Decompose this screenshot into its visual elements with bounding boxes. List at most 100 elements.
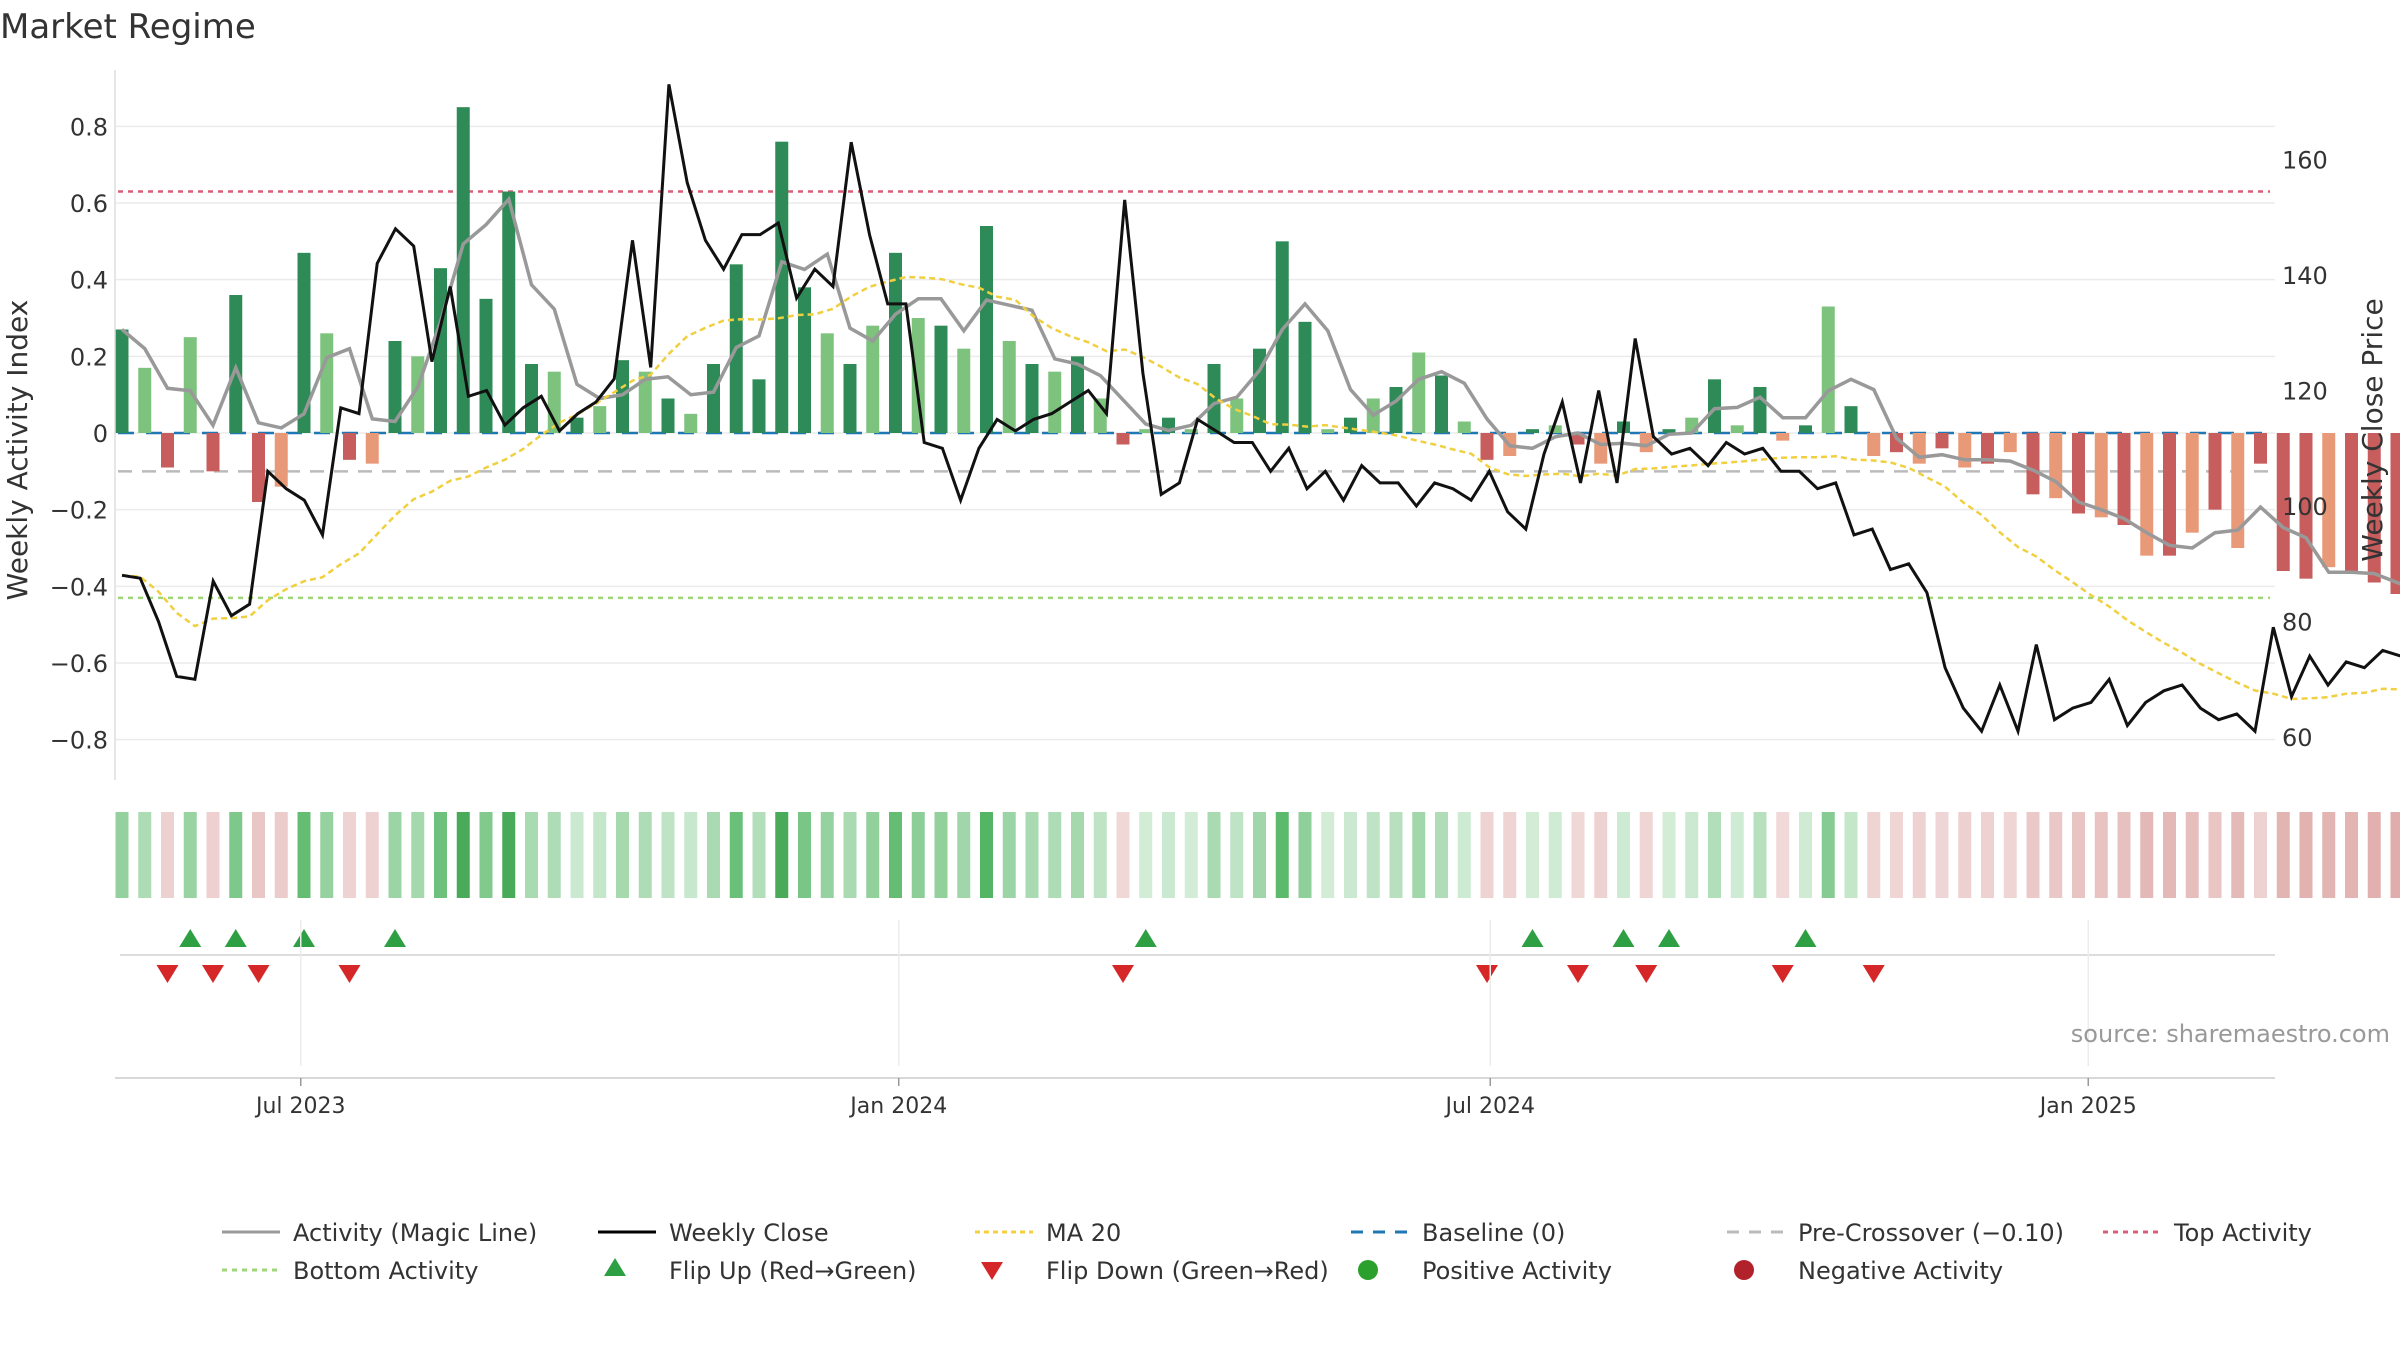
regime-cell [1435, 812, 1448, 898]
activity-bar [2026, 433, 2040, 495]
regime-cell [798, 812, 811, 898]
x-tick-label: Jan 2024 [848, 1094, 947, 1119]
y-axis-right: 160 140 120 100 80 60 [2282, 147, 2328, 753]
dot-icon [1734, 1260, 1754, 1280]
flip-down-marker [1635, 965, 1658, 983]
regime-cell [2231, 812, 2245, 898]
activity-bar [1048, 371, 1062, 433]
activity-bar [889, 252, 902, 433]
regime-cell [479, 812, 493, 898]
flip-up-marker [1521, 929, 1544, 947]
activity-bar [1799, 425, 1812, 433]
activity-bar [911, 318, 925, 433]
legend-item: Positive Activity [1358, 1257, 1612, 1285]
activity-bar [274, 433, 288, 487]
legend-item: Weekly Close [598, 1219, 829, 1247]
activity-bar [1708, 379, 1721, 433]
regime-cell [1093, 812, 1107, 898]
activity-bar [1002, 341, 1016, 433]
regime-cell [2345, 812, 2358, 898]
regime-cell [707, 812, 720, 898]
y-tick-label: −0.6 [50, 650, 108, 678]
legend-item: Negative Activity [1734, 1257, 2003, 1285]
activity-bar [2185, 433, 2199, 533]
flip-markers [120, 929, 2275, 983]
legend-item: Bottom Activity [222, 1257, 478, 1285]
activity-bar [2390, 433, 2400, 594]
activity-bar [1594, 433, 1608, 464]
activity-bar [2367, 433, 2381, 583]
activity-bar [775, 141, 789, 434]
activity-bar [320, 333, 334, 433]
regime-cell [2140, 812, 2154, 898]
regime-cell [365, 812, 379, 898]
regime-cell [229, 812, 243, 898]
legend-label: Pre-Crossover (−0.10) [1798, 1219, 2064, 1247]
activity-bar [2231, 433, 2245, 548]
ma20-line [121, 275, 2400, 701]
regime-cell [1025, 812, 1039, 898]
legend-label: Activity (Magic Line) [293, 1219, 537, 1247]
activity-bar [1935, 433, 1949, 449]
activity-bar [2254, 433, 2267, 464]
regime-cell [2390, 812, 2400, 898]
regime-cell [593, 812, 607, 898]
regime-cell [1048, 812, 1062, 898]
activity-bar [502, 191, 516, 433]
activity-bar [980, 226, 993, 433]
activity-bar [1844, 406, 1858, 433]
flip-up-marker [224, 929, 247, 947]
activity-bar [798, 287, 811, 433]
regime-cell [2072, 812, 2085, 898]
legend-item: Pre-Crossover (−0.10) [1727, 1219, 2064, 1247]
regime-cell [1685, 812, 1699, 898]
regime-cell [456, 812, 470, 898]
activity-bar [2208, 433, 2222, 510]
activity-bar [1958, 433, 1972, 468]
activity-bar [957, 348, 971, 433]
regime-cell [866, 812, 880, 898]
regime-cell [1776, 812, 1790, 898]
activity-bar [365, 433, 379, 464]
legend-item: Flip Down (Green→Red) [981, 1257, 1329, 1285]
activity-bar [138, 367, 152, 433]
activity-bar [1321, 429, 1335, 433]
y-tick-label: −0.2 [50, 497, 108, 525]
legend-label: Bottom Activity [293, 1257, 478, 1285]
y-tick-label: −0.4 [50, 573, 108, 601]
activity-bar [570, 417, 584, 433]
regime-cell [502, 812, 516, 898]
regime-cell [1321, 812, 1335, 898]
activity-bar [2117, 433, 2131, 525]
regime-cell [1890, 812, 1903, 898]
regime-cell [1253, 812, 1266, 898]
regime-cell [1753, 812, 1767, 898]
regime-cell [2026, 812, 2040, 898]
activity-bar [1730, 425, 1744, 433]
regime-cell [1639, 812, 1653, 898]
activity-bar [707, 364, 720, 433]
regime-cell [684, 812, 698, 898]
activity-bar [1071, 356, 1084, 433]
y2-tick-label: 120 [2282, 378, 2328, 406]
regime-cell [1207, 812, 1221, 898]
regime-cell [1571, 812, 1585, 898]
regime-cell [1844, 812, 1858, 898]
regime-cell [2049, 812, 2063, 898]
regime-cell [889, 812, 902, 898]
regime-cell [1480, 812, 1494, 898]
activity-bar [2276, 433, 2290, 571]
activity-bar [1116, 433, 1130, 445]
activity-bar [638, 371, 652, 433]
regime-cell [2185, 812, 2199, 898]
legend: Activity (Magic Line) Weekly Close MA 20 Ba… [222, 1219, 2312, 1285]
regime-cell [2117, 812, 2131, 898]
regime-cell [729, 812, 743, 898]
flip-up-marker [1612, 929, 1635, 947]
regime-cell [115, 812, 129, 898]
activity-bar [1389, 387, 1403, 433]
activity-bar [1548, 425, 1562, 433]
flip-up-icon [604, 1258, 626, 1276]
y-tick-label: 0 [93, 420, 108, 448]
y-axis-left: 0.8 0.6 0.4 0.2 0 −0.2 −0.4 −0.6 −0.8 [50, 70, 116, 780]
